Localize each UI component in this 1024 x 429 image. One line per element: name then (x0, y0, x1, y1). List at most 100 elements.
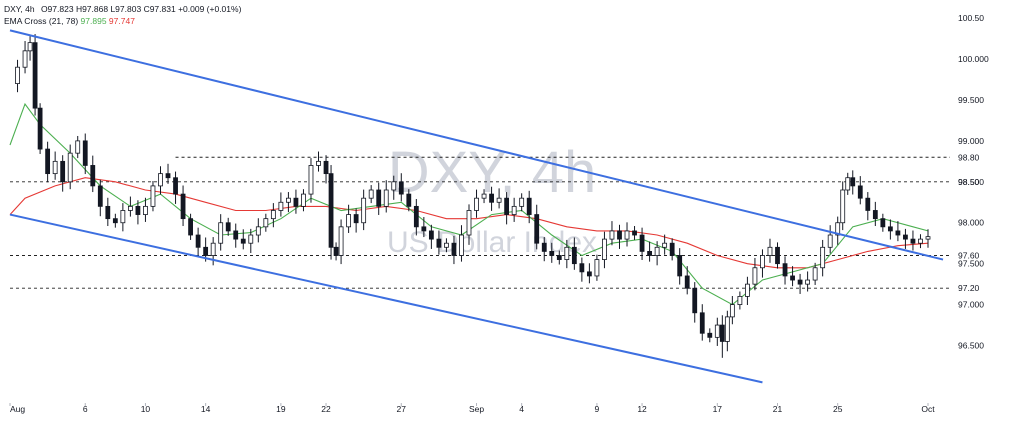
price-tick-label: 97.500 (958, 259, 984, 269)
candle-body (22, 50, 28, 68)
candle-body (737, 296, 743, 306)
candle-body (609, 230, 615, 240)
candle-body (45, 148, 51, 175)
candle-body (346, 214, 352, 228)
candle-body (724, 316, 730, 342)
candle-body (775, 246, 780, 265)
chart-legend: DXY, 4h O97.823 H97.868 L97.803 C97.831 … (4, 3, 241, 27)
candle-body (127, 205, 133, 211)
symbol-row: DXY, 4h O97.823 H97.868 L97.803 C97.831 … (4, 3, 241, 15)
time-tick-label: 19 (276, 404, 286, 414)
horizontal-levels: 98.80 98.50 97.60 97.20 (10, 152, 980, 293)
candle-body (489, 193, 494, 203)
level-label: 98.80 (958, 152, 980, 162)
candle-body (15, 66, 20, 84)
low-value: L97.803 (110, 4, 142, 14)
candle-body (413, 205, 419, 228)
candle-body (511, 205, 517, 215)
indicator-row[interactable]: EMA Cross (21, 78) 97.895 97.747 (4, 15, 241, 27)
candle-body (428, 230, 434, 240)
candle-body (368, 189, 374, 199)
candle-body (925, 236, 931, 240)
candle-body (32, 42, 38, 109)
channel-lines[interactable] (9, 29, 944, 384)
candle-body (391, 181, 397, 191)
candle-body (255, 226, 261, 236)
time-tick-label: 12 (637, 404, 647, 414)
candle-body (579, 263, 585, 273)
candle-body (451, 242, 457, 256)
candle-body (903, 234, 908, 240)
candle-body (353, 214, 359, 224)
candle-body (797, 279, 803, 285)
candle-body (820, 246, 826, 269)
time-tick-label: 17 (713, 404, 723, 414)
candle-body (90, 165, 96, 187)
price-tick-label: 99.500 (958, 95, 984, 105)
candle-body (481, 193, 487, 199)
candle-body (541, 242, 547, 252)
time-tick-label: 22 (321, 404, 331, 414)
candle-body (27, 42, 33, 52)
candle-body (158, 173, 163, 187)
time-tick-label: Oct (921, 404, 935, 414)
time-tick-label: 6 (83, 404, 88, 414)
candle-body (835, 222, 841, 236)
candle-body (662, 242, 668, 248)
candle-body (240, 238, 246, 244)
candle-body (812, 267, 818, 281)
candle-body (466, 210, 472, 236)
candle-body (60, 160, 66, 183)
price-tick-label: 99.000 (958, 136, 984, 146)
candle-body (474, 197, 479, 211)
candle-body (225, 222, 231, 232)
time-tick-label: 9 (595, 404, 600, 414)
candle-body (120, 210, 126, 224)
time-tick-label: Sep (469, 404, 484, 414)
candle-body (316, 160, 321, 166)
candle-body (333, 246, 339, 256)
candle-body (872, 210, 878, 220)
candle-body (639, 234, 645, 252)
time-tick-label: Aug (10, 404, 25, 414)
candle-body (75, 140, 81, 154)
candle-body (203, 246, 209, 256)
time-tick-label: 21 (773, 404, 783, 414)
time-axis[interactable]: Aug 6 10 14 19 22 27 Sep 4 9 12 17 21 25 Oct (9, 403, 935, 414)
high-value: H97.868 (75, 4, 109, 14)
candle-body (564, 246, 570, 260)
candle-body (263, 218, 269, 228)
candle-body (549, 250, 555, 256)
ema-slow-value: 97.747 (108, 16, 135, 26)
candle-body (805, 279, 811, 285)
candle-body (233, 230, 239, 240)
candle-body (421, 226, 427, 232)
candle-body (444, 242, 449, 248)
ema-slow-line (9, 177, 929, 269)
candle-body (719, 324, 725, 342)
lower-channel-line[interactable] (9, 213, 763, 384)
candle-body (436, 238, 442, 248)
indicator-name: EMA Cross (21, 78) (4, 16, 79, 26)
candle-body (624, 230, 630, 240)
candle-body (328, 173, 334, 248)
candle-body (519, 197, 525, 207)
candle-body (496, 197, 502, 203)
close-value: C97.831 (143, 4, 176, 14)
candle-body (210, 242, 216, 256)
candle-body (105, 205, 111, 220)
candle-body (135, 205, 141, 215)
upper-channel-line[interactable] (9, 29, 944, 261)
candle-body (684, 275, 690, 289)
candle-body (654, 246, 660, 256)
candle-body (112, 218, 118, 224)
time-tick-label: 14 (201, 404, 211, 414)
candle-body (278, 201, 284, 211)
price-axis[interactable]: 100.50 100.000 99.500 99.000 98.500 98.000 97.… (958, 13, 989, 350)
candle-body (173, 177, 178, 195)
candle-body (745, 283, 750, 297)
candle-body (617, 230, 622, 240)
candle-body (887, 226, 893, 232)
